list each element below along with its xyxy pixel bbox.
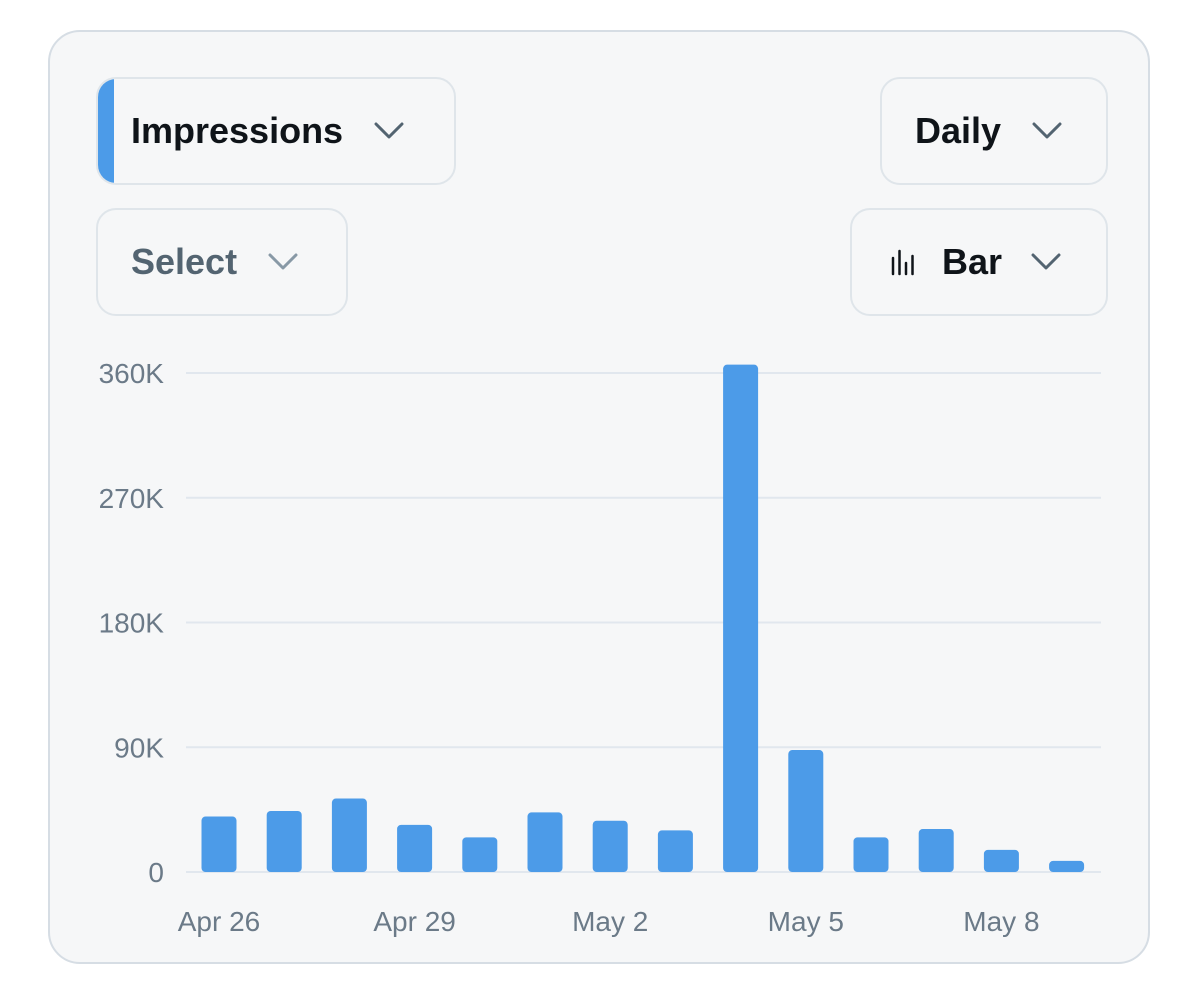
chevron-down-icon: [374, 122, 404, 139]
period-dropdown-label: Daily: [915, 110, 1002, 151]
bar[interactable]: [266, 811, 302, 872]
chart-type-dropdown-label: Bar: [942, 241, 1003, 282]
y-tick-label: 180K: [99, 608, 165, 639]
bar[interactable]: [592, 820, 628, 872]
bar[interactable]: [657, 830, 693, 872]
bar[interactable]: [331, 798, 367, 872]
bar[interactable]: [201, 816, 237, 872]
bar[interactable]: [853, 837, 889, 872]
bar[interactable]: [397, 824, 433, 872]
chevron-down-icon: [1032, 122, 1062, 139]
bar[interactable]: [723, 364, 759, 872]
compare-dropdown[interactable]: Select: [96, 208, 348, 316]
bar[interactable]: [527, 812, 563, 872]
y-tick-label: 360K: [99, 358, 165, 389]
metric-dropdown[interactable]: Impressions: [96, 77, 456, 185]
compare-dropdown-label: Select: [131, 241, 238, 282]
bar[interactable]: [983, 849, 1019, 872]
bar[interactable]: [788, 750, 824, 872]
chart-type-dropdown[interactable]: Bar: [850, 208, 1108, 316]
x-tick-label: May 5: [768, 906, 844, 937]
x-tick-label: Apr 29: [373, 906, 456, 937]
y-tick-label: 0: [148, 857, 164, 888]
bar-chart-icon: [891, 249, 914, 276]
x-tick-label: May 8: [963, 906, 1039, 937]
chart-card: Impressions Daily Select Bar: [48, 30, 1150, 964]
bar-chart: 0 90K 180K 270K 360K Apr 26 Apr 29 May 2 May 5 M…: [99, 358, 1101, 937]
chevron-down-icon: [268, 253, 298, 270]
metric-dropdown-label: Impressions: [131, 110, 344, 151]
bar[interactable]: [1049, 860, 1085, 872]
bar[interactable]: [462, 837, 498, 872]
x-axis-ticks: Apr 26 Apr 29 May 2 May 5 May 8: [178, 906, 1040, 937]
y-tick-label: 270K: [99, 483, 165, 514]
x-tick-label: Apr 26: [178, 906, 261, 937]
gridlines: [186, 372, 1101, 873]
bars: [201, 364, 1085, 872]
chevron-down-icon: [1031, 253, 1061, 270]
y-tick-label: 90K: [114, 732, 164, 763]
y-axis-ticks: 0 90K 180K 270K 360K: [99, 358, 165, 888]
x-tick-label: May 2: [572, 906, 648, 937]
metric-color-indicator: [98, 79, 114, 183]
period-dropdown[interactable]: Daily: [880, 77, 1108, 185]
bar[interactable]: [918, 829, 954, 872]
